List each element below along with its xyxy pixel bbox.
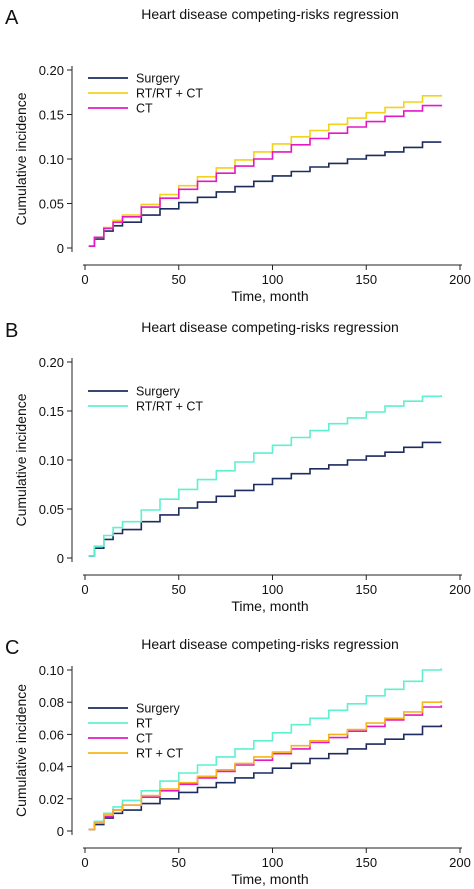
x-axis-label: Time, month (231, 288, 308, 304)
y-tick-label: 0.02 (39, 792, 64, 807)
legend-label: RT + CT (136, 747, 183, 761)
series-line-ct (88, 104, 443, 247)
series-line-rt-rt-ct (88, 94, 443, 247)
x-tick-label: 150 (355, 272, 377, 287)
panel-letter: C (5, 637, 19, 659)
chart-panel-b: B Heart disease competing-risks regressio… (5, 319, 471, 614)
y-tick-label: 0.10 (39, 453, 64, 468)
y-tick-label: 0.20 (39, 355, 64, 370)
y-tick-label: 0 (57, 824, 64, 839)
y-axis-label: Cumulative incidence (13, 92, 29, 225)
chart-panel-c: C Heart disease competing-risks regressio… (5, 636, 471, 887)
y-tick-label: 0.05 (39, 502, 64, 517)
series-line-rt-ct (88, 700, 443, 831)
series-line-rt-rt-ct (88, 395, 443, 557)
series-line-surgery (88, 724, 443, 831)
legend-label: RT (136, 717, 153, 731)
x-axis-label: Time, month (231, 598, 308, 614)
x-tick-label: 100 (262, 855, 284, 870)
y-tick-label: 0.10 (39, 663, 64, 678)
y-axis-label: Cumulative incidence (13, 684, 29, 817)
x-tick-label: 50 (172, 272, 186, 287)
y-tick-label: 0.08 (39, 695, 64, 710)
y-tick-label: 0 (57, 551, 64, 566)
x-tick-label: 150 (355, 582, 377, 597)
y-tick-label: 0.04 (39, 760, 64, 775)
x-tick-label: 50 (172, 582, 186, 597)
x-tick-label: 200 (449, 582, 471, 597)
legend-label: Surgery (136, 72, 181, 86)
y-tick-label: 0.06 (39, 727, 64, 742)
y-tick-label: 0.10 (39, 152, 64, 167)
chart-title: Heart disease competing-risks regression (141, 636, 399, 652)
legend-label: Surgery (136, 385, 181, 399)
x-tick-label: 50 (172, 855, 186, 870)
y-tick-label: 0.15 (39, 108, 64, 123)
y-tick-label: 0.15 (39, 404, 64, 419)
legend-label: Surgery (136, 702, 181, 716)
legend-label: RT/RT + CT (136, 400, 203, 414)
x-axis-label: Time, month (231, 871, 308, 887)
x-tick-label: 150 (355, 855, 377, 870)
legend-label: CT (136, 732, 153, 746)
panel-letter: A (5, 7, 19, 29)
x-tick-label: 100 (262, 272, 284, 287)
legend-label: CT (136, 102, 153, 116)
legend-label: RT/RT + CT (136, 87, 203, 101)
series-line-surgery (88, 441, 442, 557)
x-tick-label: 0 (81, 582, 88, 597)
y-tick-label: 0 (57, 241, 64, 256)
chart-title: Heart disease competing-risks regression (141, 6, 399, 22)
y-axis-label: Cumulative incidence (13, 393, 29, 526)
chart-title: Heart disease competing-risks regression (141, 319, 399, 335)
x-tick-label: 100 (262, 582, 284, 597)
chart-panel-a: A Heart disease competing-risks regressio… (5, 6, 471, 304)
panel-letter: B (5, 320, 18, 342)
x-tick-label: 200 (449, 272, 471, 287)
x-tick-label: 200 (449, 855, 471, 870)
series-line-surgery (88, 141, 442, 247)
x-tick-label: 0 (81, 272, 88, 287)
y-tick-label: 0.20 (39, 63, 64, 78)
y-tick-label: 0.05 (39, 197, 64, 212)
x-tick-label: 0 (81, 855, 88, 870)
